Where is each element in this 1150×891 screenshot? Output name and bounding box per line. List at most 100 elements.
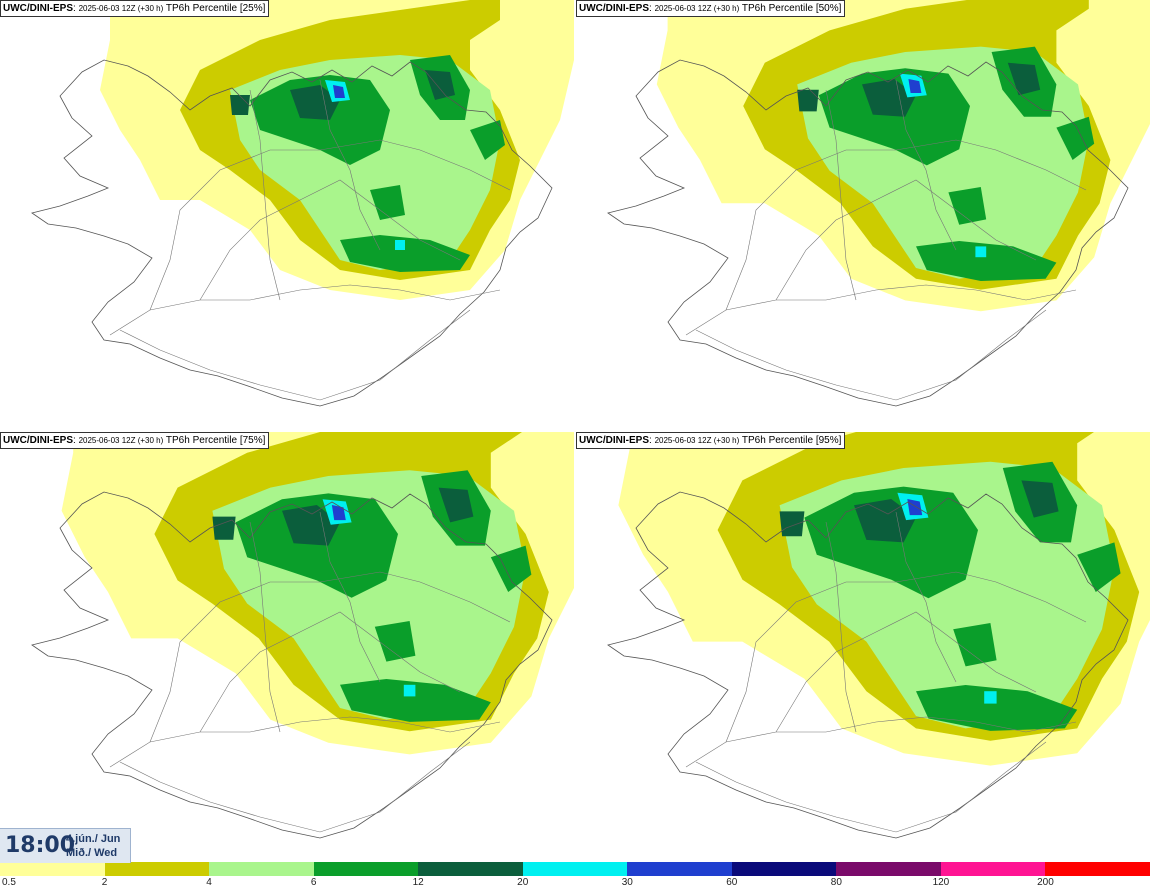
precip-area-dark bbox=[854, 499, 916, 543]
panel-title: UWC/DINI-EPS: 2025-06-03 12Z (+30 h) TP6… bbox=[576, 432, 846, 449]
precip-area-green bbox=[916, 685, 1078, 731]
model-name: UWC/DINI-EPS bbox=[3, 435, 73, 446]
road-line bbox=[319, 511, 381, 683]
legend-swatch-60 bbox=[731, 862, 837, 876]
model-name: UWC/DINI-EPS bbox=[579, 3, 649, 14]
precip-area-blue bbox=[331, 505, 346, 521]
run-time: 2025-06-03 12Z (+30 h) bbox=[654, 436, 740, 445]
coastline bbox=[607, 491, 1129, 839]
precip-area-green bbox=[340, 235, 470, 272]
field-name: TP6h Percentile [25%] bbox=[165, 3, 266, 14]
legend-swatch-2 bbox=[104, 862, 210, 876]
precip-area-dark bbox=[438, 487, 474, 523]
legend-swatch-80 bbox=[836, 862, 941, 876]
road-line bbox=[249, 89, 281, 301]
precip-map-95 bbox=[576, 432, 1150, 862]
precip-area-blue bbox=[907, 499, 923, 516]
precip-area-green bbox=[250, 75, 390, 165]
legend-swatch-120 bbox=[940, 862, 1046, 876]
road-line bbox=[249, 521, 281, 733]
precip-map-75 bbox=[0, 432, 574, 862]
panel-title: UWC/DINI-EPS: 2025-06-03 12Z (+30 h) TP6… bbox=[576, 0, 846, 17]
legend-swatch-20 bbox=[522, 862, 628, 876]
field-name: TP6h Percentile [95%] bbox=[741, 435, 842, 446]
valid-date-line1: 4.jún./ Jun bbox=[66, 833, 121, 845]
legend-label: 6 bbox=[310, 877, 317, 888]
panel-divider-horizontal bbox=[0, 430, 1150, 432]
map-panel-75: UWC/DINI-EPS: 2025-06-03 12Z (+30 h) TP6… bbox=[0, 432, 574, 862]
legend-label: 120 bbox=[932, 877, 950, 888]
legend-label: 60 bbox=[726, 877, 738, 888]
panel-title: UWC/DINI-EPS: 2025-06-03 12Z (+30 h) TP6… bbox=[0, 432, 270, 449]
road-line bbox=[895, 79, 957, 251]
coastline bbox=[607, 59, 1129, 407]
road-line bbox=[119, 741, 471, 833]
precip-area-green bbox=[948, 187, 987, 225]
legend-label: 200 bbox=[1037, 877, 1054, 888]
precip-area-dark bbox=[779, 511, 805, 537]
road-line bbox=[109, 716, 501, 768]
legend-label: 20 bbox=[517, 877, 529, 888]
road-line bbox=[199, 179, 461, 301]
legend-swatch-6 bbox=[313, 862, 419, 876]
precip-area-green bbox=[490, 545, 532, 592]
precip-map-25 bbox=[0, 0, 574, 430]
coastline bbox=[31, 491, 553, 839]
legend-label: 30 bbox=[621, 877, 633, 888]
road-line bbox=[685, 284, 1077, 336]
legend-swatch-12 bbox=[418, 862, 523, 876]
legend-swatch-4 bbox=[209, 862, 314, 876]
precip-area-green bbox=[818, 68, 970, 166]
precip-area-blue bbox=[908, 79, 922, 94]
legend-label: 0.5 bbox=[2, 877, 16, 888]
field-name: TP6h Percentile [75%] bbox=[165, 435, 266, 446]
precip-area-green bbox=[340, 679, 491, 722]
precip-area-dark bbox=[425, 70, 455, 100]
precip-area-green bbox=[235, 493, 398, 598]
legend-swatch-30 bbox=[627, 862, 732, 876]
model-name: UWC/DINI-EPS bbox=[579, 435, 649, 446]
precip-area-cyan bbox=[403, 684, 416, 697]
road-line bbox=[825, 89, 857, 301]
road-line bbox=[109, 284, 501, 336]
precip-area-dark bbox=[282, 505, 340, 546]
road-line bbox=[149, 139, 511, 311]
precip-area-dark bbox=[290, 85, 340, 120]
legend-label: 12 bbox=[412, 877, 424, 888]
run-time: 2025-06-03 12Z (+30 h) bbox=[78, 436, 164, 445]
precip-area-dark bbox=[1007, 62, 1041, 96]
legend-label: 2 bbox=[101, 877, 108, 888]
legend-bar bbox=[0, 862, 1150, 876]
color-legend: 0.5 2 4 6 12 20 30 60 80 120 200 bbox=[0, 862, 1150, 891]
precip-area-blue bbox=[333, 85, 345, 98]
valid-date: 4.jún./ Jun Mið./ Wed bbox=[66, 832, 120, 860]
road-line bbox=[725, 139, 1087, 311]
precip-area-green bbox=[370, 185, 405, 220]
precip-area-green bbox=[1077, 542, 1121, 592]
precip-area-green bbox=[374, 621, 416, 662]
precip-area-green bbox=[953, 623, 997, 667]
precip-area-dark bbox=[230, 95, 250, 115]
run-time: 2025-06-03 12Z (+30 h) bbox=[78, 4, 164, 13]
panel-title: UWC/DINI-EPS: 2025-06-03 12Z (+30 h) TP6… bbox=[0, 0, 270, 17]
model-name: UWC/DINI-EPS bbox=[3, 3, 73, 14]
road-line bbox=[775, 179, 1037, 301]
run-time: 2025-06-03 12Z (+30 h) bbox=[654, 4, 740, 13]
precip-area-cyan bbox=[395, 240, 405, 250]
road-line bbox=[319, 79, 381, 251]
road-line bbox=[775, 611, 1037, 733]
road-line bbox=[825, 521, 857, 733]
legend-label: 4 bbox=[206, 877, 212, 888]
precip-area-green bbox=[804, 486, 978, 599]
road-line bbox=[119, 309, 471, 401]
legend-swatch-0.5 bbox=[0, 862, 105, 876]
precip-map-50 bbox=[576, 0, 1150, 430]
road-line bbox=[149, 571, 511, 743]
precip-area-green bbox=[916, 241, 1057, 281]
valid-time-box: 18:00 4.jún./ Jun Mið./ Wed bbox=[0, 828, 131, 863]
precip-area-green bbox=[470, 120, 505, 160]
precip-area-dark bbox=[862, 79, 916, 117]
road-line bbox=[695, 741, 1047, 833]
map-panel-25: UWC/DINI-EPS: 2025-06-03 12Z (+30 h) TP6… bbox=[0, 0, 574, 430]
map-panel-95: UWC/DINI-EPS: 2025-06-03 12Z (+30 h) TP6… bbox=[576, 432, 1150, 862]
